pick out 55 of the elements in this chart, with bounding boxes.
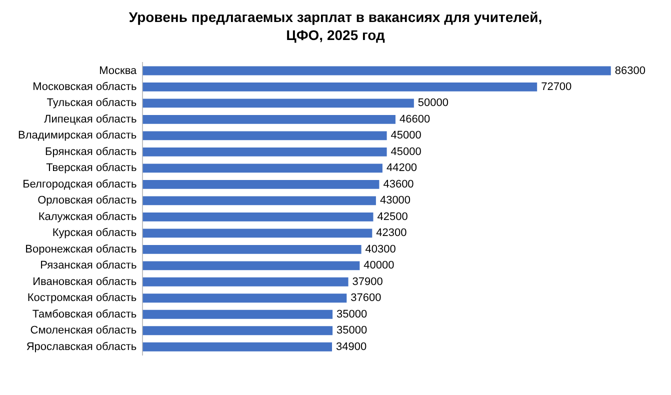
data-label: 43600 [383, 178, 414, 190]
data-label: 42300 [376, 227, 407, 240]
y-tick-label: Московская область [32, 81, 137, 93]
bar [142, 196, 376, 206]
data-label: 40000 [364, 260, 394, 272]
y-tick-label: Орловская область [38, 194, 137, 207]
bar [142, 310, 333, 319]
y-tick-label: Владимирская область [18, 130, 137, 142]
y-tick-label: Костромская область [27, 292, 137, 304]
data-label: 40300 [365, 243, 396, 256]
data-label: 35000 [336, 308, 368, 320]
bar [142, 261, 360, 270]
bar [142, 131, 387, 140]
bar [142, 228, 372, 238]
y-tick-label: Тамбовская область [32, 308, 137, 320]
y-tick-label: Воронежская область [25, 243, 137, 256]
bar [142, 212, 374, 222]
y-tick-label: Липецкая область [44, 113, 137, 126]
data-label: 43000 [380, 194, 411, 207]
y-tick-label: Белгородская область [22, 178, 137, 190]
bar [142, 114, 396, 124]
bar [142, 244, 362, 254]
data-label: 42500 [377, 210, 408, 223]
bar [142, 342, 332, 352]
y-tick-label: Рязанская область [40, 260, 137, 272]
data-label: 37900 [352, 276, 383, 288]
data-label: 45000 [390, 130, 422, 142]
data-label: 86300 [614, 64, 646, 77]
data-label: 72700 [541, 81, 572, 93]
bar [142, 180, 380, 189]
bar [142, 98, 414, 108]
bar [142, 294, 347, 303]
bar [142, 277, 348, 286]
bar [142, 164, 382, 173]
y-tick-label: Тверская область [46, 162, 137, 174]
bar [142, 326, 333, 336]
y-tick-label: Тульская область [46, 97, 137, 110]
y-tick-label: Калужская область [38, 210, 137, 223]
y-tick-label: Ивановская область [32, 276, 137, 288]
chart-title: Уровень предлагаемых зарплат в вакансиях для учителей, ЦФО, 2025 год [128, 8, 544, 44]
data-label: 50000 [418, 97, 449, 110]
data-label: 37600 [350, 292, 382, 304]
data-label: 44200 [386, 162, 418, 174]
y-tick-label: Курская область [52, 227, 137, 240]
data-label: 35000 [336, 324, 368, 337]
y-tick-label: Ярославская область [26, 340, 137, 353]
data-label: 45000 [390, 146, 422, 158]
bar [142, 147, 387, 156]
y-tick-label: Брянская область [45, 146, 137, 158]
data-label: 46600 [399, 113, 430, 126]
y-tick-label: Москва [99, 64, 138, 77]
bar [142, 82, 538, 92]
y-tick-label: Смоленская область [30, 324, 137, 337]
data-label: 34900 [336, 340, 367, 353]
bar [142, 66, 611, 76]
